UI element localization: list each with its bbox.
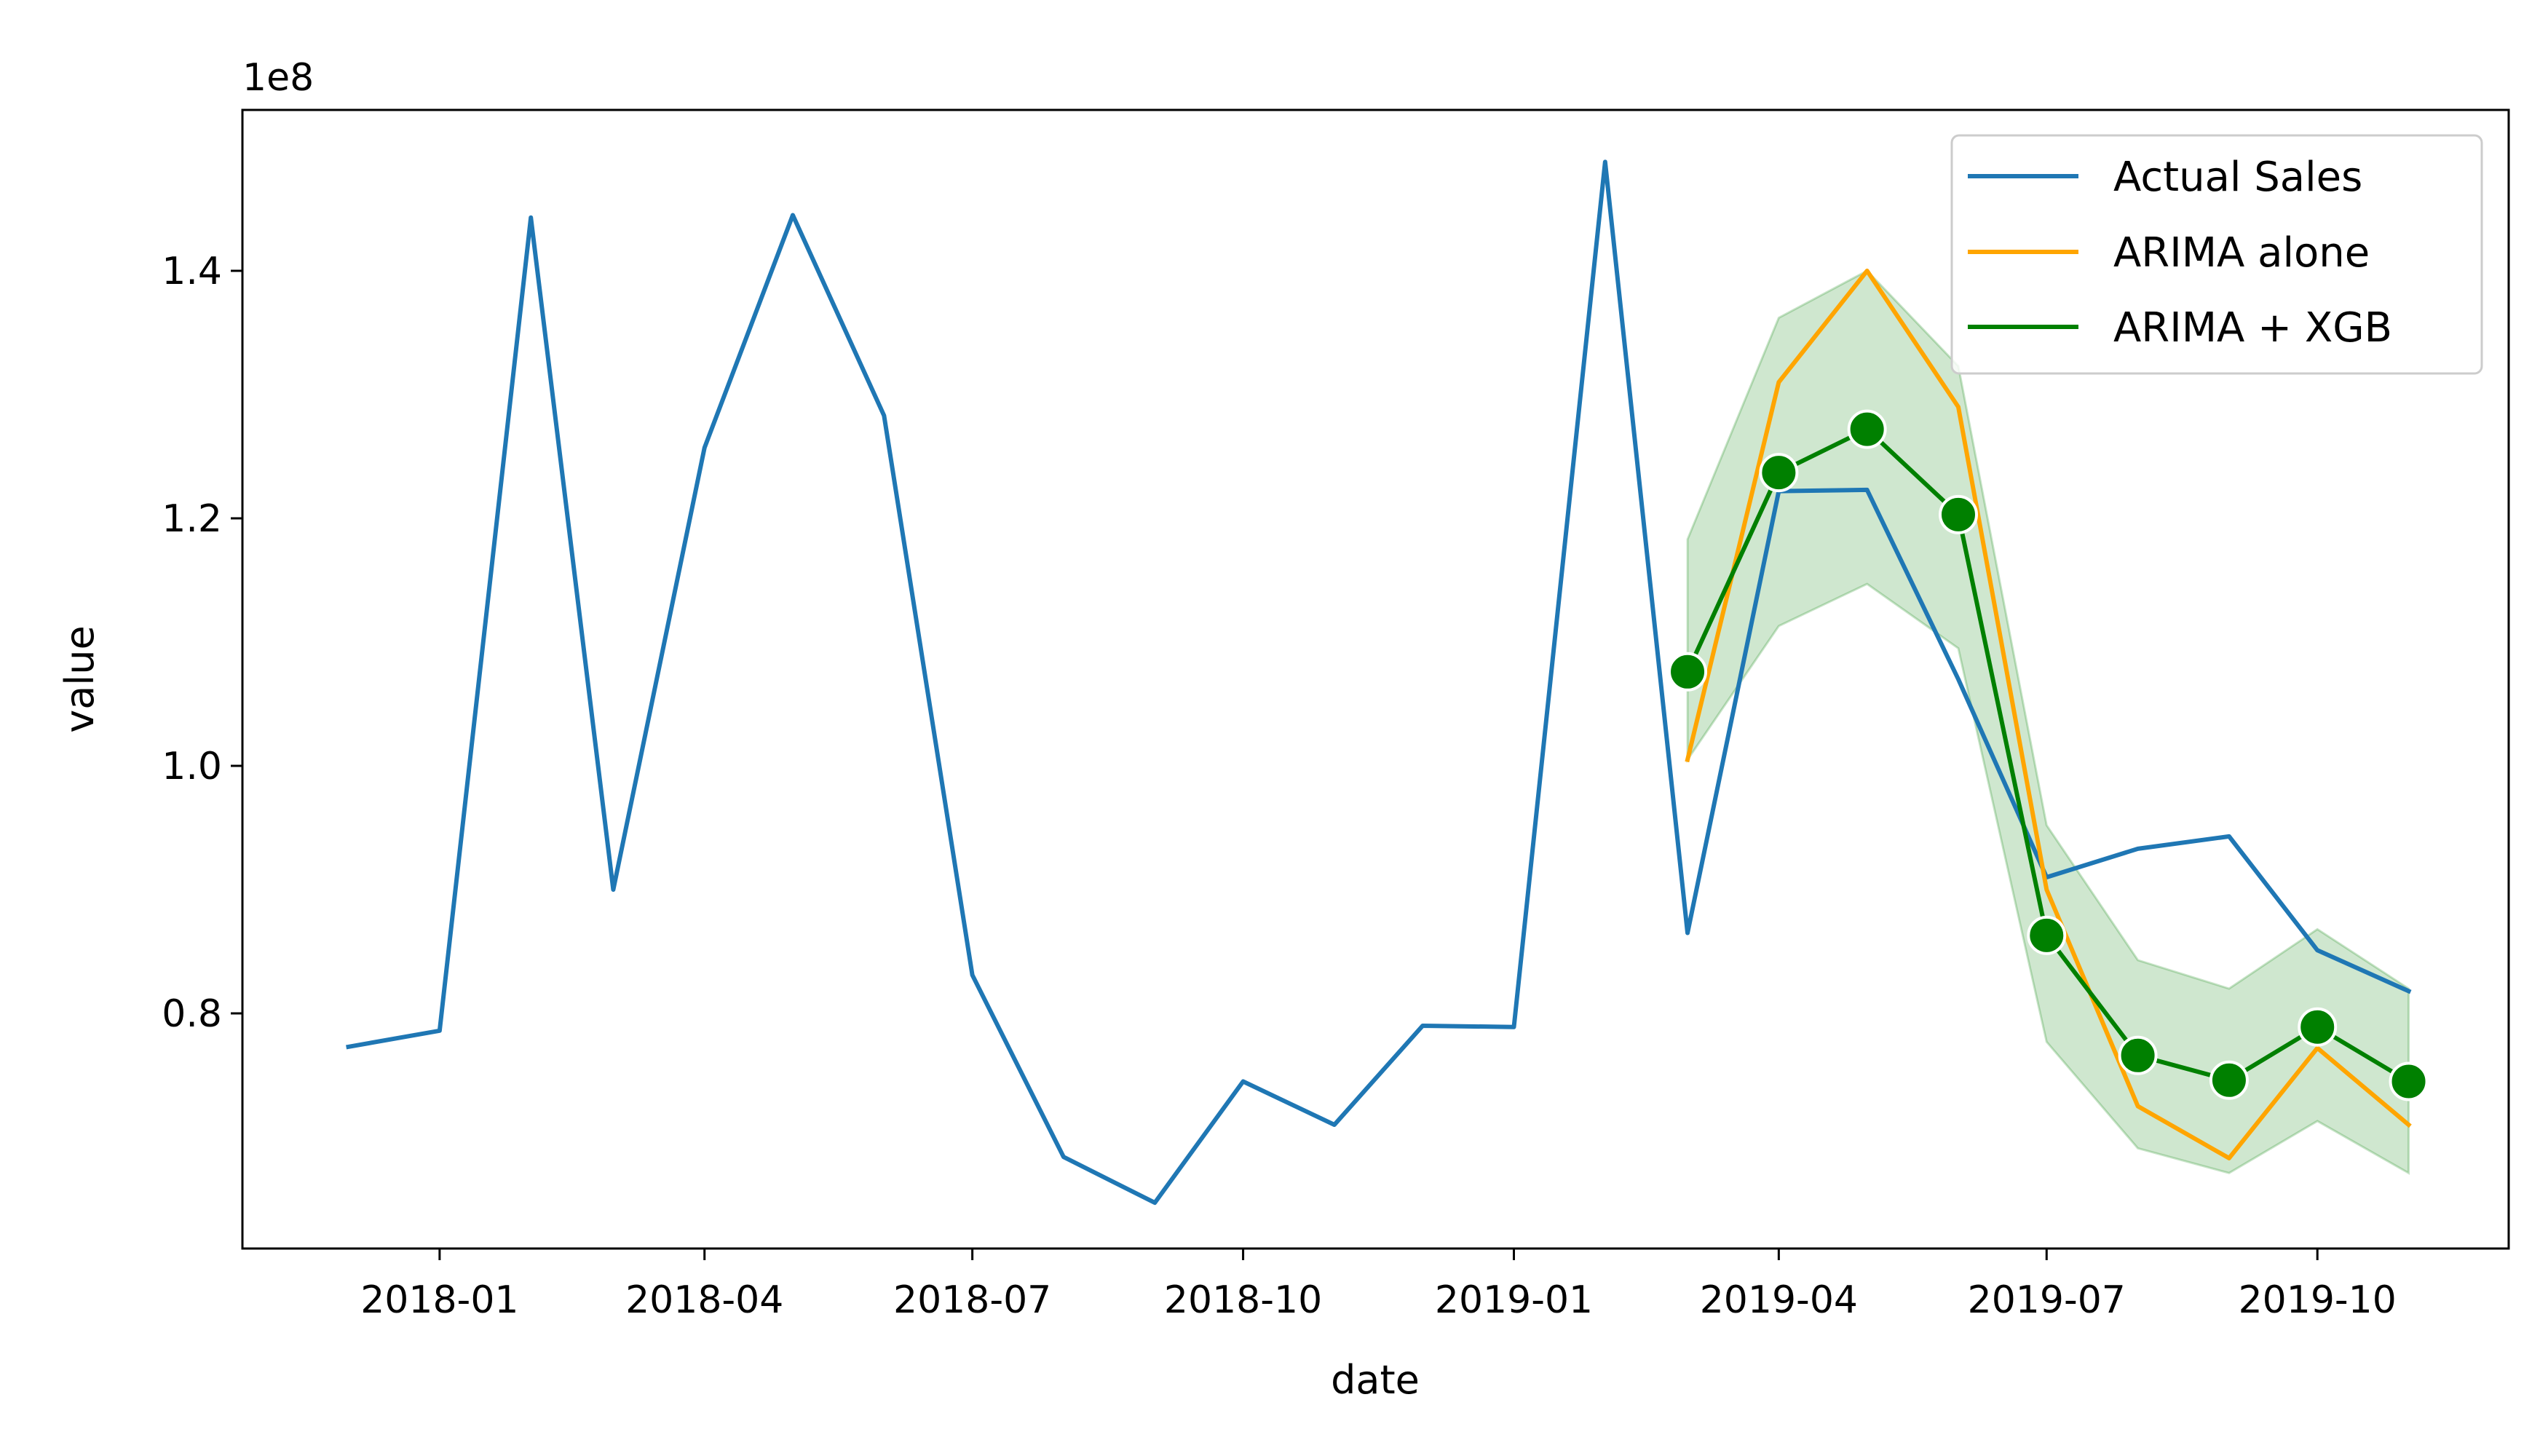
series-line-actual-sales bbox=[346, 159, 2412, 1206]
markers-layer bbox=[1668, 409, 2429, 1101]
x-tick-label: 2018-10 bbox=[1164, 1278, 1322, 1322]
x-tick-label: 2019-07 bbox=[1968, 1278, 2126, 1322]
x-axis-ticks: 2018-01 2018-04 2018-07 2018-10 2019-01 2019-… bbox=[360, 1249, 2397, 1322]
data-point bbox=[1938, 494, 1978, 534]
data-point bbox=[2027, 915, 2067, 955]
data-point bbox=[2209, 1060, 2249, 1100]
y-axis-ticks: 0.8 1.0 1.2 1.4 bbox=[162, 250, 242, 1036]
y-scale-label: 1e8 bbox=[242, 56, 314, 100]
series-line-arima-alone bbox=[1685, 269, 2412, 1160]
legend-frame bbox=[1950, 134, 2483, 375]
y-axis-label: value bbox=[57, 625, 103, 733]
x-tick-label: 2018-04 bbox=[625, 1278, 783, 1322]
x-tick-label: 2019-10 bbox=[2239, 1278, 2397, 1322]
plot-frame bbox=[241, 108, 2510, 1250]
data-point bbox=[1847, 409, 1887, 449]
data-point bbox=[1668, 652, 1708, 692]
x-tick-label: 2018-07 bbox=[893, 1278, 1051, 1322]
x-tick-label: 2019-04 bbox=[1700, 1278, 1858, 1322]
legend-entry: ARIMA + XGB bbox=[1968, 304, 2392, 352]
data-point bbox=[1759, 453, 1799, 493]
data-point bbox=[2389, 1061, 2429, 1101]
legend-entry: Actual Sales bbox=[1968, 154, 2362, 201]
x-axis-label: date bbox=[1331, 1357, 1420, 1403]
y-tick-label: 1.2 bbox=[162, 497, 222, 541]
legend-label-arima-alone: ARIMA alone bbox=[2113, 229, 2370, 277]
legend-label-actual-sales: Actual Sales bbox=[2113, 154, 2362, 201]
data-point bbox=[2118, 1035, 2158, 1075]
legend-label-arima-xgb: ARIMA + XGB bbox=[2113, 304, 2392, 352]
x-tick-label: 2019-01 bbox=[1435, 1278, 1593, 1322]
y-tick-label: 0.8 bbox=[162, 992, 222, 1036]
legend-entry: ARIMA alone bbox=[1968, 229, 2370, 277]
legend: Actual Sales ARIMA alone ARIMA + XGB bbox=[1950, 134, 2483, 375]
y-tick-label: 1.0 bbox=[162, 745, 222, 788]
data-point bbox=[2298, 1007, 2338, 1047]
y-tick-label: 1.4 bbox=[162, 250, 222, 293]
x-tick-label: 2018-01 bbox=[360, 1278, 518, 1322]
